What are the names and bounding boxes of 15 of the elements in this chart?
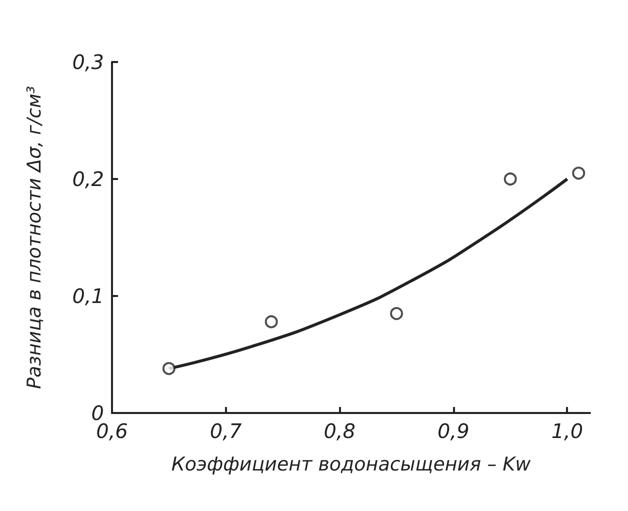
x-axis-title: Коэффициент водонасыщения – Kw — [171, 454, 532, 476]
y-tick-label: 0,3 — [72, 50, 104, 74]
point — [504, 172, 517, 186]
y-axis-title: Разница в плотности Δσ, г/см³ — [24, 86, 46, 389]
x-tick-label: 0,7 — [210, 419, 242, 443]
x-tick-label: 1,0 — [551, 419, 584, 443]
point — [572, 166, 586, 180]
x-tick-label: 0,8 — [324, 419, 356, 443]
y-tick-label: 0,2 — [72, 167, 104, 191]
x-tick-label: 0,9 — [438, 419, 470, 443]
y-tick-label: 0,1 — [72, 284, 104, 308]
point — [264, 315, 278, 328]
point — [162, 362, 176, 376]
point — [390, 307, 404, 320]
x-tick-label: 0,6 — [96, 419, 128, 443]
